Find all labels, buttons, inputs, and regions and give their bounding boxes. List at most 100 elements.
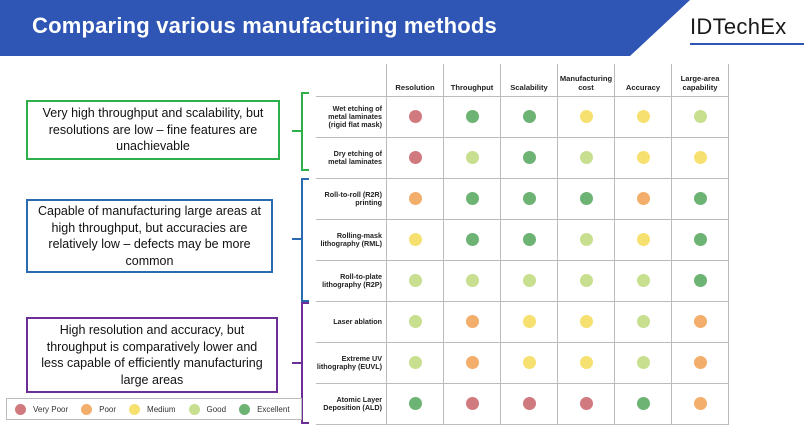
rating-cell — [500, 96, 558, 138]
rating-dot-good — [408, 356, 422, 370]
rating-dot-excellent — [522, 151, 536, 165]
rating-dot-very-poor — [579, 397, 593, 411]
rating-cell — [614, 260, 672, 302]
rating-dot-excellent — [693, 192, 707, 206]
rating-cell — [557, 342, 615, 384]
legend-label: Good — [206, 404, 227, 414]
rating-dot-good — [408, 274, 422, 288]
rating-dot-very-poor — [465, 397, 479, 411]
table-row: Rolling-mask lithography (RML) — [316, 219, 729, 261]
rating-cell — [443, 383, 501, 425]
header-bar — [0, 0, 690, 56]
rating-cell — [671, 342, 729, 384]
rating-cell — [614, 383, 672, 425]
rating-cell — [614, 178, 672, 220]
rating-cell — [386, 383, 444, 425]
rating-dot-medium — [579, 110, 593, 124]
rating-dot-medium — [522, 315, 536, 329]
rating-cell — [386, 219, 444, 261]
legend-dot-excellent — [239, 403, 251, 415]
rating-dot-good — [636, 356, 650, 370]
rating-cell — [386, 260, 444, 302]
comparison-table: Resolution Throughput Scalability Manufactu… — [316, 64, 729, 425]
rating-cell — [443, 301, 501, 343]
legend-label: Poor — [99, 404, 117, 414]
rating-dot-poor — [693, 315, 707, 329]
rating-cell — [671, 137, 729, 179]
rating-dot-good — [465, 151, 479, 165]
row-label: Dry etching of metal laminates — [316, 137, 387, 179]
rating-dot-good — [579, 151, 593, 165]
column-header: Manufacturing cost — [557, 64, 615, 97]
legend-dot-poor — [81, 403, 93, 415]
rating-cell — [500, 342, 558, 384]
slide-title: Comparing various manufacturing methods — [32, 13, 497, 38]
rating-cell — [443, 96, 501, 138]
rating-dot-excellent — [522, 110, 536, 124]
rating-dot-medium — [579, 315, 593, 329]
row-label: Wet etching of metal laminates (rigid fl… — [316, 96, 387, 138]
rating-cell — [557, 96, 615, 138]
callout-high-resolution-text: High resolution and accuracy, but throug… — [41, 323, 263, 387]
idtechex-logo: IDTechEx — [690, 14, 787, 39]
table-header-row: Resolution Throughput Scalability Manufactu… — [316, 64, 729, 97]
callout-high-resolution: High resolution and accuracy, but throug… — [26, 317, 278, 393]
bracket-roll-tick — [292, 238, 301, 240]
rating-cell — [443, 219, 501, 261]
rating-dot-medium — [579, 356, 593, 370]
rating-dot-good — [636, 315, 650, 329]
slide-header: Comparing various manufacturing methods … — [0, 0, 809, 56]
callout-etching: Very high throughput and scalability, bu… — [26, 100, 280, 160]
rating-dot-medium — [693, 151, 707, 165]
rating-cell — [500, 383, 558, 425]
row-label: Roll-to-plate lithography (R2P) — [316, 260, 387, 302]
rating-dot-very-poor — [522, 397, 536, 411]
legend-item: Poor — [81, 403, 117, 415]
rating-dot-excellent — [522, 192, 536, 206]
rating-cell — [557, 260, 615, 302]
table-row: Wet etching of metal laminates (rigid fl… — [316, 96, 729, 138]
legend-item: Medium — [129, 403, 176, 415]
legend-dot-good — [188, 403, 200, 415]
column-header: Large-area capability — [671, 64, 729, 97]
rating-cell — [614, 219, 672, 261]
row-label: Atomic Layer Deposition (ALD) — [316, 383, 387, 425]
row-label: Rolling-mask lithography (RML) — [316, 219, 387, 261]
rating-cell — [671, 383, 729, 425]
rating-dot-poor — [693, 397, 707, 411]
rating-dot-medium — [636, 233, 650, 247]
rating-cell — [386, 137, 444, 179]
table-corner — [316, 64, 387, 97]
callout-roll-based-text: Capable of manufacturing large areas at … — [37, 204, 262, 268]
rating-dot-excellent — [693, 274, 707, 288]
legend-label: Medium — [147, 404, 176, 414]
rating-dot-good — [636, 274, 650, 288]
rating-dot-excellent — [693, 233, 707, 247]
rating-cell — [671, 301, 729, 343]
rating-cell — [671, 260, 729, 302]
rating-cell — [557, 137, 615, 179]
rating-dot-good — [408, 315, 422, 329]
row-label: Roll-to-roll (R2R) printing — [316, 178, 387, 220]
legend-dot-medium — [129, 403, 141, 415]
rating-dot-poor — [408, 192, 422, 206]
rating-cell — [614, 96, 672, 138]
rating-dot-excellent — [579, 192, 593, 206]
legend-label: Excellent — [257, 404, 290, 414]
legend-item: Good — [188, 403, 227, 415]
table-row: Laser ablation — [316, 301, 729, 343]
rating-dot-poor — [693, 356, 707, 370]
rating-cell — [500, 178, 558, 220]
rating-cell — [443, 260, 501, 302]
rating-dot-medium — [636, 110, 650, 124]
rating-cell — [386, 301, 444, 343]
rating-cell — [443, 342, 501, 384]
table-body: Wet etching of metal laminates (rigid fl… — [316, 96, 729, 425]
rating-cell — [557, 178, 615, 220]
rating-cell — [614, 137, 672, 179]
rating-cell — [671, 96, 729, 138]
legend-item: Very Poor — [15, 403, 68, 415]
rating-dot-very-poor — [408, 110, 422, 124]
bracket-etching-group — [301, 92, 309, 171]
callout-roll-based: Capable of manufacturing large areas at … — [26, 199, 273, 273]
